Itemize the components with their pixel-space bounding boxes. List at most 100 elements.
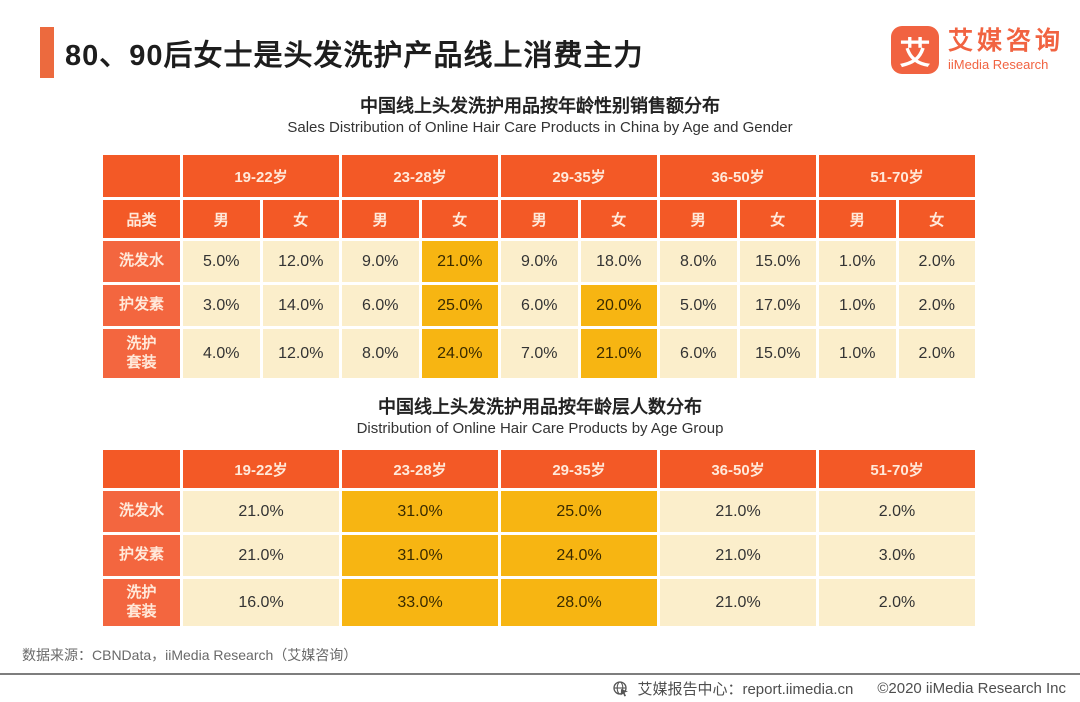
- value-cell: 9.0%: [342, 241, 419, 282]
- value-cell: 3.0%: [183, 285, 260, 326]
- copyright-text: ©2020 iiMedia Research Inc: [877, 680, 1066, 697]
- value-cell: 2.0%: [898, 329, 975, 378]
- value-cell: 1.0%: [819, 285, 896, 326]
- value-cell: 21.0%: [660, 535, 816, 576]
- logo-glyph: 艾: [899, 35, 931, 71]
- value-cell: 21.0%: [183, 491, 339, 532]
- value-cell: 24.0%: [501, 535, 657, 576]
- logo-text: 艾媒咨询 iiMedia Research: [947, 27, 1064, 72]
- value-cell: 16.0%: [183, 579, 339, 626]
- distribution-by-age-table: 19-22岁 23-28岁 29-35岁 36-50岁 51-70岁 洗发水 2…: [100, 447, 978, 629]
- value-cell: 20.0%: [580, 285, 657, 326]
- age-group-header: 19-22岁: [183, 155, 339, 197]
- value-cell: 12.0%: [262, 329, 339, 378]
- value-cell: 25.0%: [501, 491, 657, 532]
- table2-title-en: Distribution of Online Hair Care Product…: [356, 420, 724, 437]
- value-cell: 24.0%: [421, 329, 498, 378]
- product-row-label: 护发素: [103, 285, 180, 326]
- gender-header-row: 品类 男 女 男 女 男 女 男 女 男 女: [103, 200, 975, 238]
- value-cell: 12.0%: [262, 241, 339, 282]
- product-row-label: 洗护 套装: [103, 329, 180, 378]
- value-cell: 5.0%: [183, 241, 260, 282]
- age-group-header: 51-70岁: [819, 450, 975, 488]
- corner-blank-cell: [103, 155, 180, 197]
- globe-report-icon: [612, 680, 629, 697]
- table-row-shampoo: 洗发水 21.0% 31.0% 25.0% 21.0% 2.0%: [103, 491, 975, 532]
- value-cell: 33.0%: [342, 579, 498, 626]
- value-cell: 4.0%: [183, 329, 260, 378]
- category-corner-cell: 品类: [103, 200, 180, 238]
- gender-header-male: 男: [342, 200, 419, 238]
- age-group-header: 29-35岁: [501, 155, 657, 197]
- title-accent-bar: [40, 27, 54, 78]
- value-cell: 21.0%: [660, 579, 816, 626]
- gender-header-male: 男: [660, 200, 737, 238]
- age-group-header: 36-50岁: [660, 450, 816, 488]
- gender-header-female: 女: [421, 200, 498, 238]
- value-cell: 7.0%: [501, 329, 578, 378]
- gender-header-male: 男: [819, 200, 896, 238]
- data-source-note: 数据来源：CBNData，iiMedia Research（艾媒咨询）: [22, 647, 358, 663]
- age-group-header: 23-28岁: [342, 450, 498, 488]
- value-cell: 2.0%: [898, 241, 975, 282]
- value-cell: 2.0%: [819, 491, 975, 532]
- value-cell: 21.0%: [183, 535, 339, 576]
- value-cell: 31.0%: [342, 491, 498, 532]
- value-cell: 15.0%: [739, 241, 816, 282]
- table2-title-cn: 中国线上头发洗护用品按年龄层人数分布: [378, 397, 702, 417]
- logo-name-en: iiMedia Research: [947, 56, 1049, 72]
- value-cell: 1.0%: [819, 329, 896, 378]
- gender-header-female: 女: [580, 200, 657, 238]
- page-header: 80、90后女士是头发洗护产品线上消费主力: [40, 27, 644, 78]
- iimedia-logo: 艾 艾媒咨询 iiMedia Research: [890, 26, 1064, 74]
- report-center-text: 艾媒报告中心：report.iimedia.cn: [637, 681, 854, 698]
- iimedia-logo-icon: 艾: [890, 26, 939, 74]
- value-cell: 17.0%: [739, 285, 816, 326]
- age-group-header: 51-70岁: [819, 155, 975, 197]
- table-row-care-set: 洗护 套装 16.0% 33.0% 28.0% 21.0% 2.0%: [103, 579, 975, 626]
- value-cell: 31.0%: [342, 535, 498, 576]
- table-row-care-set: 洗护 套装 4.0% 12.0% 8.0% 24.0% 7.0% 21.0% 6…: [103, 329, 975, 378]
- value-cell: 5.0%: [660, 285, 737, 326]
- value-cell: 8.0%: [660, 241, 737, 282]
- value-cell: 18.0%: [580, 241, 657, 282]
- age-group-header: 36-50岁: [660, 155, 816, 197]
- value-cell: 6.0%: [501, 285, 578, 326]
- value-cell: 21.0%: [580, 329, 657, 378]
- sales-by-age-gender-table: 19-22岁 23-28岁 29-35岁 36-50岁 51-70岁 品类 男 …: [100, 152, 978, 381]
- table1-title-cn: 中国线上头发洗护用品按年龄性别销售额分布: [360, 96, 720, 116]
- footer-bar: 艾媒报告中心：report.iimedia.cn ©2020 iiMedia R…: [0, 673, 1080, 702]
- value-cell: 15.0%: [739, 329, 816, 378]
- product-row-label: 护发素: [103, 535, 180, 576]
- value-cell: 14.0%: [262, 285, 339, 326]
- value-cell: 25.0%: [421, 285, 498, 326]
- gender-header-female: 女: [898, 200, 975, 238]
- logo-name-cn: 艾媒咨询: [947, 27, 1064, 56]
- value-cell: 6.0%: [342, 285, 419, 326]
- value-cell: 9.0%: [501, 241, 578, 282]
- value-cell: 21.0%: [421, 241, 498, 282]
- value-cell: 28.0%: [501, 579, 657, 626]
- value-cell: 1.0%: [819, 241, 896, 282]
- value-cell: 3.0%: [819, 535, 975, 576]
- gender-header-female: 女: [262, 200, 339, 238]
- product-row-label: 洗发水: [103, 491, 180, 532]
- age-header-row: 19-22岁 23-28岁 29-35岁 36-50岁 51-70岁: [103, 155, 975, 197]
- age-group-header: 19-22岁: [183, 450, 339, 488]
- value-cell: 21.0%: [660, 491, 816, 532]
- age-group-header: 29-35岁: [501, 450, 657, 488]
- value-cell: 8.0%: [342, 329, 419, 378]
- gender-header-female: 女: [739, 200, 816, 238]
- value-cell: 6.0%: [660, 329, 737, 378]
- page-title: 80、90后女士是头发洗护产品线上消费主力: [65, 39, 644, 72]
- product-row-label: 洗发水: [103, 241, 180, 282]
- product-row-label: 洗护 套装: [103, 579, 180, 626]
- age-header-row: 19-22岁 23-28岁 29-35岁 36-50岁 51-70岁: [103, 450, 975, 488]
- value-cell: 2.0%: [819, 579, 975, 626]
- table-row-conditioner: 护发素 3.0% 14.0% 6.0% 25.0% 6.0% 20.0% 5.0…: [103, 285, 975, 326]
- corner-blank-cell: [103, 450, 180, 488]
- table-row-shampoo: 洗发水 5.0% 12.0% 9.0% 21.0% 9.0% 18.0% 8.0…: [103, 241, 975, 282]
- value-cell: 2.0%: [898, 285, 975, 326]
- table1-title-en: Sales Distribution of Online Hair Care P…: [287, 119, 793, 136]
